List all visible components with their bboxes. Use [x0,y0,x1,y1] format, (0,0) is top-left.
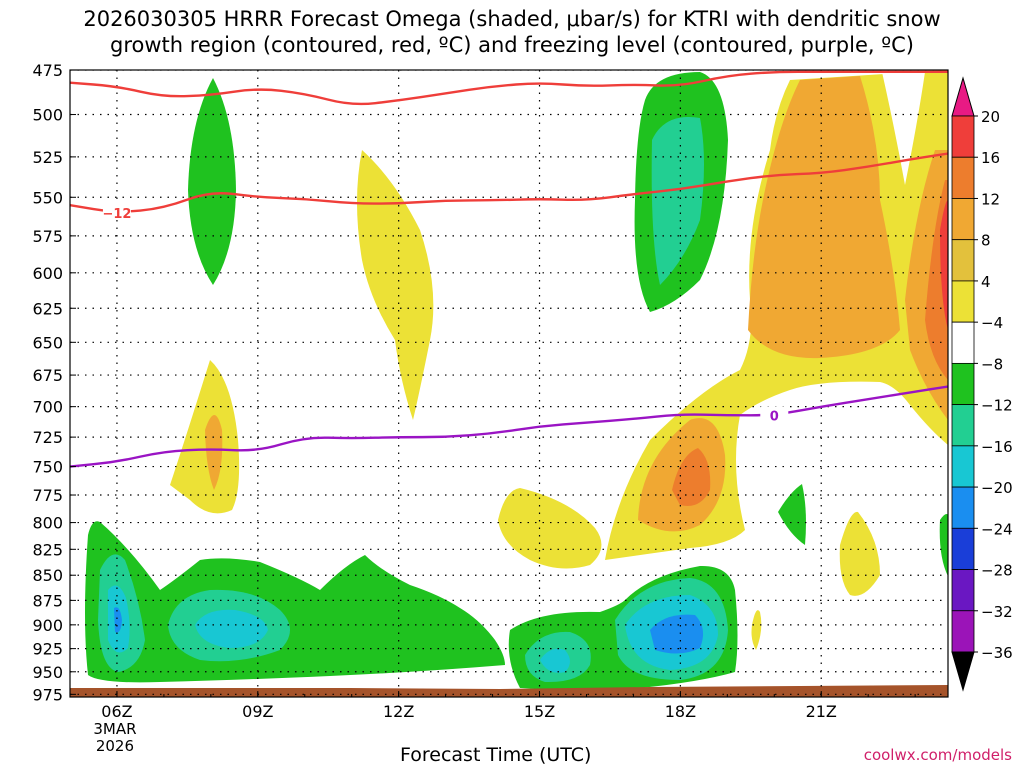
omega-yellow-low-left [170,360,240,514]
colorbar-label: −8 [981,355,1003,373]
colorbar-label: −36 [981,644,1013,662]
colorbar-swatch [951,362,975,406]
omega-blue-lowleft-a [114,607,122,633]
plot-border [69,69,949,698]
colorbar-swatch [951,610,975,653]
omega-cyan-lowleft-b [195,609,268,648]
omega-darkorange-right [672,448,711,506]
omega-cyan-lowmid-a [540,648,570,673]
colorbar-label: 12 [981,190,1000,208]
omega-green-small-20z [778,484,806,545]
omega-green-small-right [939,514,948,577]
y-tick-label: 875 [32,591,63,610]
contour-line-1 [70,70,948,106]
y-tick-label: 925 [32,640,63,659]
colorbar-swatch [951,486,975,529]
colorbar: 20 16 12 8 4 −4 −8 −12 −16 −20 −24 −28 −32 −36 [951,76,1013,692]
y-tick-label: 475 [32,61,63,80]
y-tick-label: 825 [32,540,63,559]
omega-green-upper-left [188,78,236,285]
y-axis: 475 500 525 550 575 600 625 650 675 700 725 750 775 8… [32,61,76,704]
colorbar-label: 20 [981,108,1000,126]
omega-red-far-right [940,200,948,330]
colorbar-top-triangle [951,76,975,117]
omega-yellow-mid-left [357,150,434,420]
x-tick-label: 09Z [242,702,273,721]
y-tick-label: 575 [32,227,63,246]
colorbar-label: −4 [981,314,1003,332]
colorbar-swatch [951,527,975,570]
credit-text: coolwx.com/models [863,746,1012,764]
contour-line-0 [70,152,948,213]
colorbar-swatch [951,445,975,488]
y-tick-label: 675 [32,366,63,385]
y-tick-label: 975 [32,685,63,704]
y-tick-label: 750 [32,458,63,477]
colorbar-swatch [951,321,975,364]
colorbar-label: −24 [981,520,1013,538]
colorbar-label: −32 [981,603,1013,621]
colorbar-swatch [951,198,975,241]
colorbar-swatch [951,404,975,447]
x-tick-label: 18Z [665,702,696,721]
contour-label-bg [760,406,789,423]
surface-ground [70,685,948,697]
y-tick-label: 850 [32,566,63,585]
chart-title-line2: growth region (contoured, red, ºC) and f… [110,33,914,57]
x-tick-year: 2026 [96,737,134,755]
colorbar-label: −12 [981,397,1013,415]
omega-orange-upper-right [748,76,900,359]
y-tick-label: 775 [32,486,63,505]
chart-title-line1: 2026030305 HRRR Forecast Omega (shaded, … [83,7,941,31]
x-tick-date: 3MAR [93,720,136,738]
y-tick-label: 725 [32,428,63,447]
y-tick-label: 900 [32,616,63,635]
x-axis-label: Forecast Time (UTC) [400,744,592,766]
colorbar-label: 16 [981,149,1000,167]
colorbar-label: −20 [981,479,1013,497]
x-tick-label: 21Z [806,702,837,721]
y-tick-label: 700 [32,398,63,417]
contour-line-2 [70,385,948,468]
contour-lines: −12 0 [70,70,948,468]
contour-label: −12 [102,207,131,222]
colorbar-swatch [951,115,975,158]
y-tick-label: 625 [32,299,63,318]
colorbar-label: −28 [981,562,1013,580]
y-tick-label: 800 [32,514,63,533]
y-tick-label: 525 [32,148,63,167]
colorbar-label: −16 [981,438,1013,456]
y-tick-label: 650 [32,333,63,352]
omega-gap-upper-right [882,72,925,185]
contour-label: 0 [770,409,779,424]
colorbar-bottom-triangle [951,651,975,692]
x-tick-label: 12Z [383,702,414,721]
colorbar-swatch [951,239,975,282]
x-tick-label: 15Z [524,702,555,721]
y-tick-label: 550 [32,188,63,207]
colorbar-label: 4 [981,273,991,291]
omega-yellow-low-mid [498,488,602,569]
colorbar-swatch [951,280,975,323]
x-tick-label: 06Z [101,702,132,721]
contour-label-bg [102,203,131,220]
y-tick-label: 950 [32,663,63,682]
y-tick-label: 500 [32,106,63,125]
colorbar-swatch [951,156,975,199]
omega-teal-upper-mid [651,116,704,285]
colorbar-label: 8 [981,232,991,250]
omega-yellow-small-22z [839,511,880,596]
omega-orange-low-left [205,415,223,490]
colorbar-swatch [951,569,975,612]
chart-title: 2026030305 HRRR Forecast Omega (shaded, … [0,6,1024,58]
y-tick-label: 600 [32,264,63,283]
omega-yellow-small-20z [751,610,762,650]
omega-shading [70,70,948,697]
